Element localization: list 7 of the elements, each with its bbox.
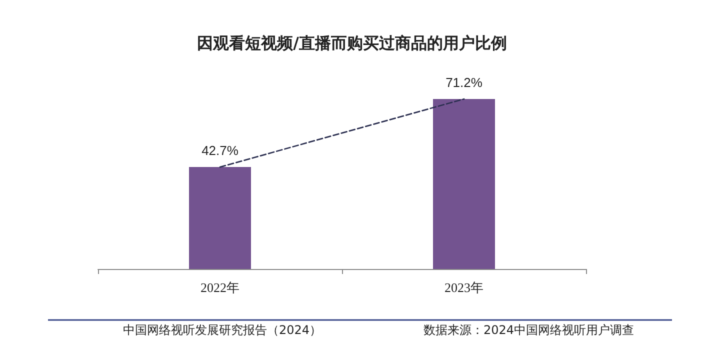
chart-title: 因观看短视频/直播而购买过商品的用户比例 xyxy=(197,34,507,52)
x-tick-label: 2023年 xyxy=(444,280,484,295)
data-label: 71.2% xyxy=(446,75,483,90)
text: 中国网络视听发展研究报告（2024） xyxy=(123,323,322,337)
x-tick-label: 2022年 xyxy=(200,280,240,295)
data-label: 42.7% xyxy=(202,143,239,158)
source-note: 数据来源：2024中国网络视听用户调查 xyxy=(423,323,634,337)
